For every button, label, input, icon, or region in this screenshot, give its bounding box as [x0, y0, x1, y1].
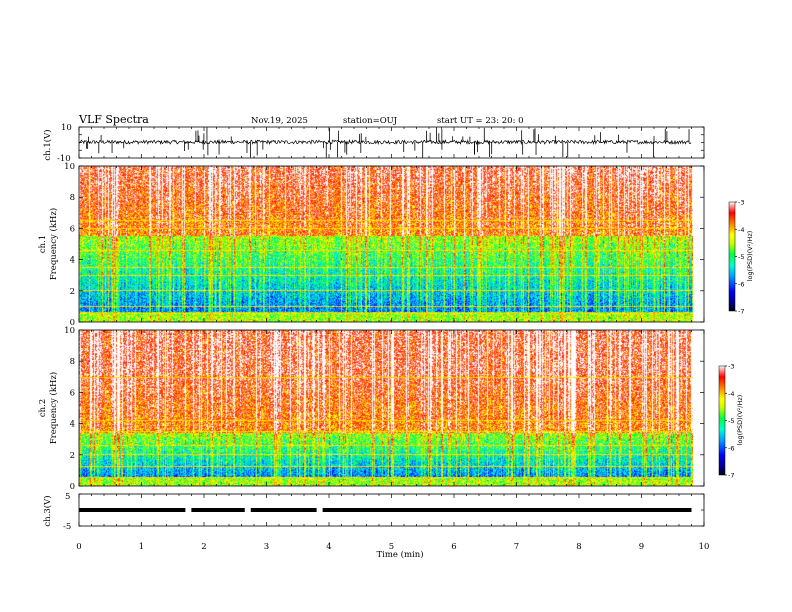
spectrogram-ytick-label: 4 [70, 256, 75, 266]
ch1-ytick-bottom: -10 [57, 154, 71, 164]
ch1-waveform-trace [78, 138, 692, 146]
x-axis-tick-labels: 0 1 2 3 4 5 6 7 8 9 10 [76, 542, 709, 552]
x-tick-label: 8 [576, 542, 581, 552]
spectrogram-ytick-label: 10 [64, 162, 75, 172]
colorbar-tick-label: -3 [738, 199, 744, 207]
colorbar-tick-label: -7 [738, 308, 744, 316]
x-tick-label: 0 [76, 542, 81, 552]
ch1-spectrogram-image [79, 166, 693, 322]
colorbar-tick-label: -5 [728, 417, 734, 425]
colorbar-tick-label: -6 [728, 444, 734, 452]
ch3-ytick-top: 5 [65, 492, 70, 502]
spectrogram-ytick-label: 2 [70, 451, 75, 461]
spectrogram-ytick-label: 8 [70, 357, 75, 367]
ch1-waveform-ylabel: ch.1(V) [42, 129, 53, 160]
x-axis-ticks [78, 127, 705, 526]
ch1-spectrogram-channel-label: ch.1 [38, 235, 48, 253]
ch3-waveform-ylabel: ch.3(V) [42, 495, 53, 526]
x-tick-label: 10 [699, 542, 710, 552]
spectrogram-ytick-label: 0 [70, 318, 75, 328]
colorbar-tick-label: -5 [738, 253, 744, 261]
x-tick-label: 7 [514, 542, 519, 552]
header-date: Nov.19, 2025 [251, 116, 308, 126]
colorbar-tick-label: -4 [728, 390, 734, 398]
x-tick-label: 5 [389, 542, 394, 552]
colorbar-tick-label: -4 [738, 226, 744, 234]
header-station: station=OUJ [343, 116, 398, 126]
ch1-waveform-panel: 10 -10 ch.1(V) [42, 123, 705, 164]
figure-title: VLF Spectra [78, 113, 149, 126]
ch2-colorbar [718, 365, 726, 476]
spectrogram-ytick-label: 8 [70, 193, 75, 203]
spectrogram-ytick-label: 10 [64, 326, 75, 336]
ch1-colorbar [728, 201, 736, 312]
ch2-spectrogram-channel-label: ch.2 [38, 399, 48, 417]
ch2-colorbar-label: log(PSD)(V²/Hz) [736, 395, 744, 446]
x-tick-label: 1 [139, 542, 144, 552]
colorbar-tick-label: -6 [738, 280, 744, 288]
colorbar-tick-label: -7 [728, 472, 734, 480]
ch1-colorbar-label: log(PSD)(V²/Hz) [746, 231, 754, 282]
ch2-spectrogram-ylabel: Frequency (kHz) [48, 372, 59, 444]
x-axis-label: Time (min) [376, 549, 423, 560]
ch2-spectrogram-image [79, 330, 693, 486]
ch1-spectrogram-ylabel: Frequency (kHz) [48, 208, 59, 280]
x-tick-label: 4 [326, 542, 331, 552]
colorbar-tick-label: -3 [728, 363, 734, 371]
x-tick-label: 9 [639, 542, 644, 552]
spectrogram-ytick-label: 6 [70, 388, 75, 398]
spectrogram-ytick-label: 4 [70, 420, 75, 430]
spectrogram-ytick-label: 2 [70, 287, 75, 297]
spectrogram-ytick-label: 6 [70, 224, 75, 234]
x-tick-label: 2 [201, 542, 206, 552]
x-tick-label: 3 [264, 542, 269, 552]
x-tick-label: 6 [451, 542, 456, 552]
spectrogram-ytick-label: 0 [70, 482, 75, 492]
ch1-ytick-top: 10 [61, 123, 72, 133]
header-start-time: start UT = 23: 20: 0 [437, 116, 524, 126]
ch3-ytick-bottom: -5 [63, 522, 71, 532]
